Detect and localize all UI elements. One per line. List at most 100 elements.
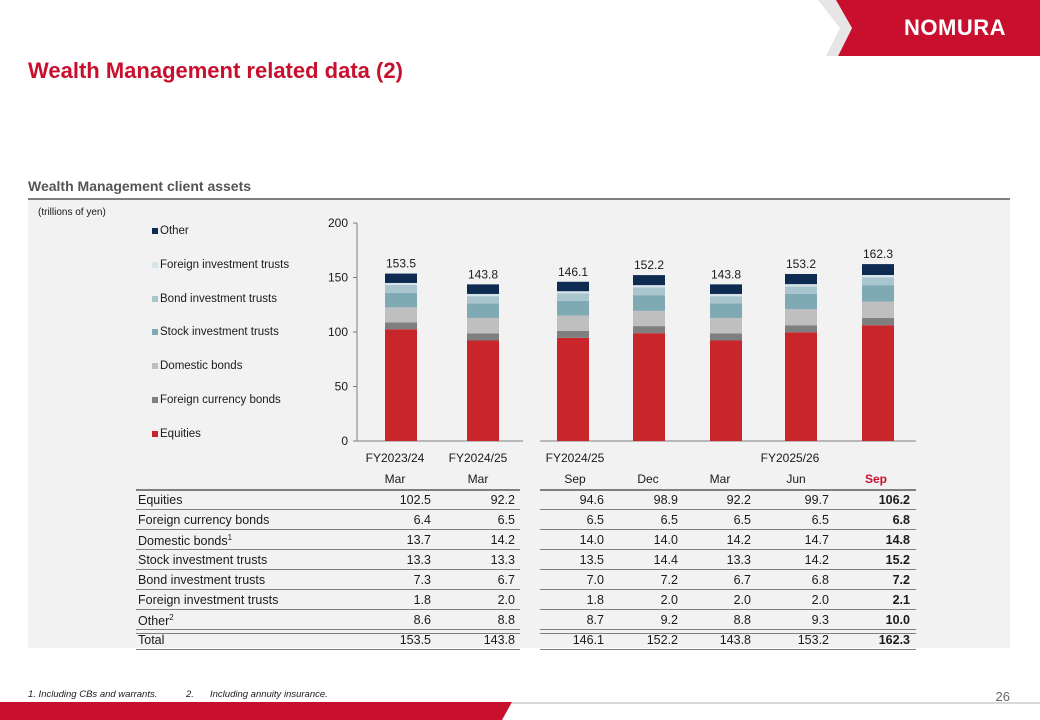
table-cell: 14.2 (490, 533, 515, 547)
table-row: Foreign currency bonds 6.4 6.5 6.5 6.5 6.5 6.5… (0, 510, 1040, 530)
y-tick-label: 0 (341, 434, 348, 448)
row-divider (136, 549, 520, 550)
table-cell: 13.7 (406, 533, 431, 547)
legend-label: Foreign investment trusts (160, 259, 290, 271)
table-row: Domestic bonds1 13.7 14.2 14.0 14.0 14.2 14.7 1… (0, 530, 1040, 550)
bar-segment-other (862, 264, 894, 275)
y-tick-label: 200 (328, 216, 348, 230)
table-cell: 7.0 (586, 573, 604, 587)
bar-total-label: 143.8 (468, 267, 498, 281)
bar-segment-foreign-currency-bonds (385, 322, 417, 330)
header-grey-stripe (818, 0, 852, 56)
bar-segment-domestic-bonds (785, 309, 817, 326)
bar-segment-foreign-currency-bonds (467, 333, 499, 341)
table-cell: 143.8 (483, 633, 515, 647)
bar-total-label: 153.2 (786, 257, 816, 271)
column-month: Mar (467, 472, 489, 486)
bar-segment-equities (467, 340, 499, 441)
table-cell: 6.8 (892, 513, 910, 527)
legend-swatch-other (152, 228, 158, 234)
table-cell: 15.2 (885, 553, 910, 567)
table-cell: 7.2 (892, 573, 910, 587)
bar-segment-foreign-currency-bonds (557, 330, 589, 338)
y-tick-label: 150 (328, 271, 348, 285)
group-label: FY2023/24 (365, 451, 425, 465)
table-cell: 146.1 (572, 633, 604, 647)
column-month-highlight: Sep (864, 472, 887, 486)
table-cell: 102.5 (399, 493, 431, 507)
column-month: Dec (637, 472, 659, 486)
section-title: Wealth Management client assets (28, 178, 252, 194)
page-title: Wealth Management related data (2) (28, 58, 403, 83)
bar-segment-bond-investment-trusts (862, 277, 894, 286)
legend-label: Equities (160, 428, 201, 440)
row-label: Domestic bonds1 (138, 533, 233, 549)
unit-label: (trillions of yen) (38, 207, 106, 218)
row-divider (136, 529, 520, 530)
table-cell: 8.6 (413, 613, 431, 627)
row-divider (540, 589, 916, 590)
table-cell: 2.0 (497, 593, 515, 607)
row-divider (136, 649, 520, 650)
bar-segment-other (385, 273, 417, 283)
page-number: 26 (995, 689, 1010, 704)
row-divider (136, 629, 520, 634)
table-cell: 152.2 (646, 633, 678, 647)
bar-total-label: 146.1 (558, 265, 588, 279)
bar-segment-equities (385, 329, 417, 441)
row-divider (540, 569, 916, 570)
column-month: Mar (709, 472, 731, 486)
table-cell: 153.2 (797, 633, 829, 647)
row-divider (136, 609, 520, 610)
legend-label: Domestic bonds (160, 360, 243, 372)
bar-segment-foreign-currency-bonds (710, 333, 742, 341)
bar-segment-domestic-bonds (557, 315, 589, 331)
bar-total-label: 153.5 (386, 257, 416, 271)
legend-swatch-foreign-currency-bonds (152, 397, 158, 403)
bar-segment-bond-investment-trusts (633, 287, 665, 296)
bar-segment-bond-investment-trusts (467, 296, 499, 304)
row-divider (540, 649, 916, 650)
bar-segment-foreign-investment-trusts (862, 274, 894, 278)
bar-segment-foreign-currency-bonds (785, 325, 817, 333)
bar-segment-stock-investment-trusts (710, 303, 742, 318)
table-cell: 14.7 (804, 533, 829, 547)
table-row: Total 153.5 143.8 146.1 152.2 143.8 153.2 162.3 (0, 630, 1040, 650)
bar-segment-other (633, 275, 665, 286)
table-cell: 6.5 (497, 513, 515, 527)
bar-segment-equities (785, 332, 817, 441)
bar-segment-foreign-investment-trusts (385, 282, 417, 285)
header-banner (818, 0, 1040, 56)
y-tick-label: 100 (328, 325, 348, 339)
row-label: Foreign currency bonds (138, 513, 270, 527)
table-row: Other2 8.6 8.8 8.7 9.2 8.8 9.3 10.0 (0, 610, 1040, 630)
row-divider (136, 569, 520, 570)
table-cell: 14.0 (653, 533, 678, 547)
table-cell: 6.7 (497, 573, 515, 587)
bar-segment-foreign-currency-bonds (862, 317, 894, 326)
table-row: Stock investment trusts 13.3 13.3 13.5 14.4 1… (0, 550, 1040, 570)
row-divider (136, 509, 520, 510)
bar-segment-domestic-bonds (385, 307, 417, 323)
table-cell: 99.7 (804, 493, 829, 507)
footnote-2-text: Including annuity insurance. (210, 689, 328, 700)
table-cell: 6.8 (811, 573, 829, 587)
table-cell: 143.8 (719, 633, 751, 647)
column-month: Mar (384, 472, 406, 486)
table-cell: 13.3 (726, 553, 751, 567)
table-cell: 14.2 (726, 533, 751, 547)
row-divider (540, 529, 916, 530)
bar-segment-foreign-investment-trusts (633, 285, 665, 288)
nomura-logo: NOMURA (904, 15, 1006, 40)
legend-swatch-stock-investment-trusts (152, 329, 158, 335)
row-label: Bond investment trusts (138, 573, 266, 587)
row-label: Total (138, 633, 165, 647)
table-row: Bond investment trusts 7.3 6.7 7.0 7.2 6.7 6.8… (0, 570, 1040, 590)
legend-swatch-equities (152, 431, 158, 437)
bar-segment-equities (557, 337, 589, 441)
table-cell: 6.4 (413, 513, 431, 527)
table-cell: 153.5 (399, 633, 431, 647)
bar-segment-stock-investment-trusts (385, 292, 417, 308)
legend-label: Stock investment trusts (160, 326, 279, 338)
